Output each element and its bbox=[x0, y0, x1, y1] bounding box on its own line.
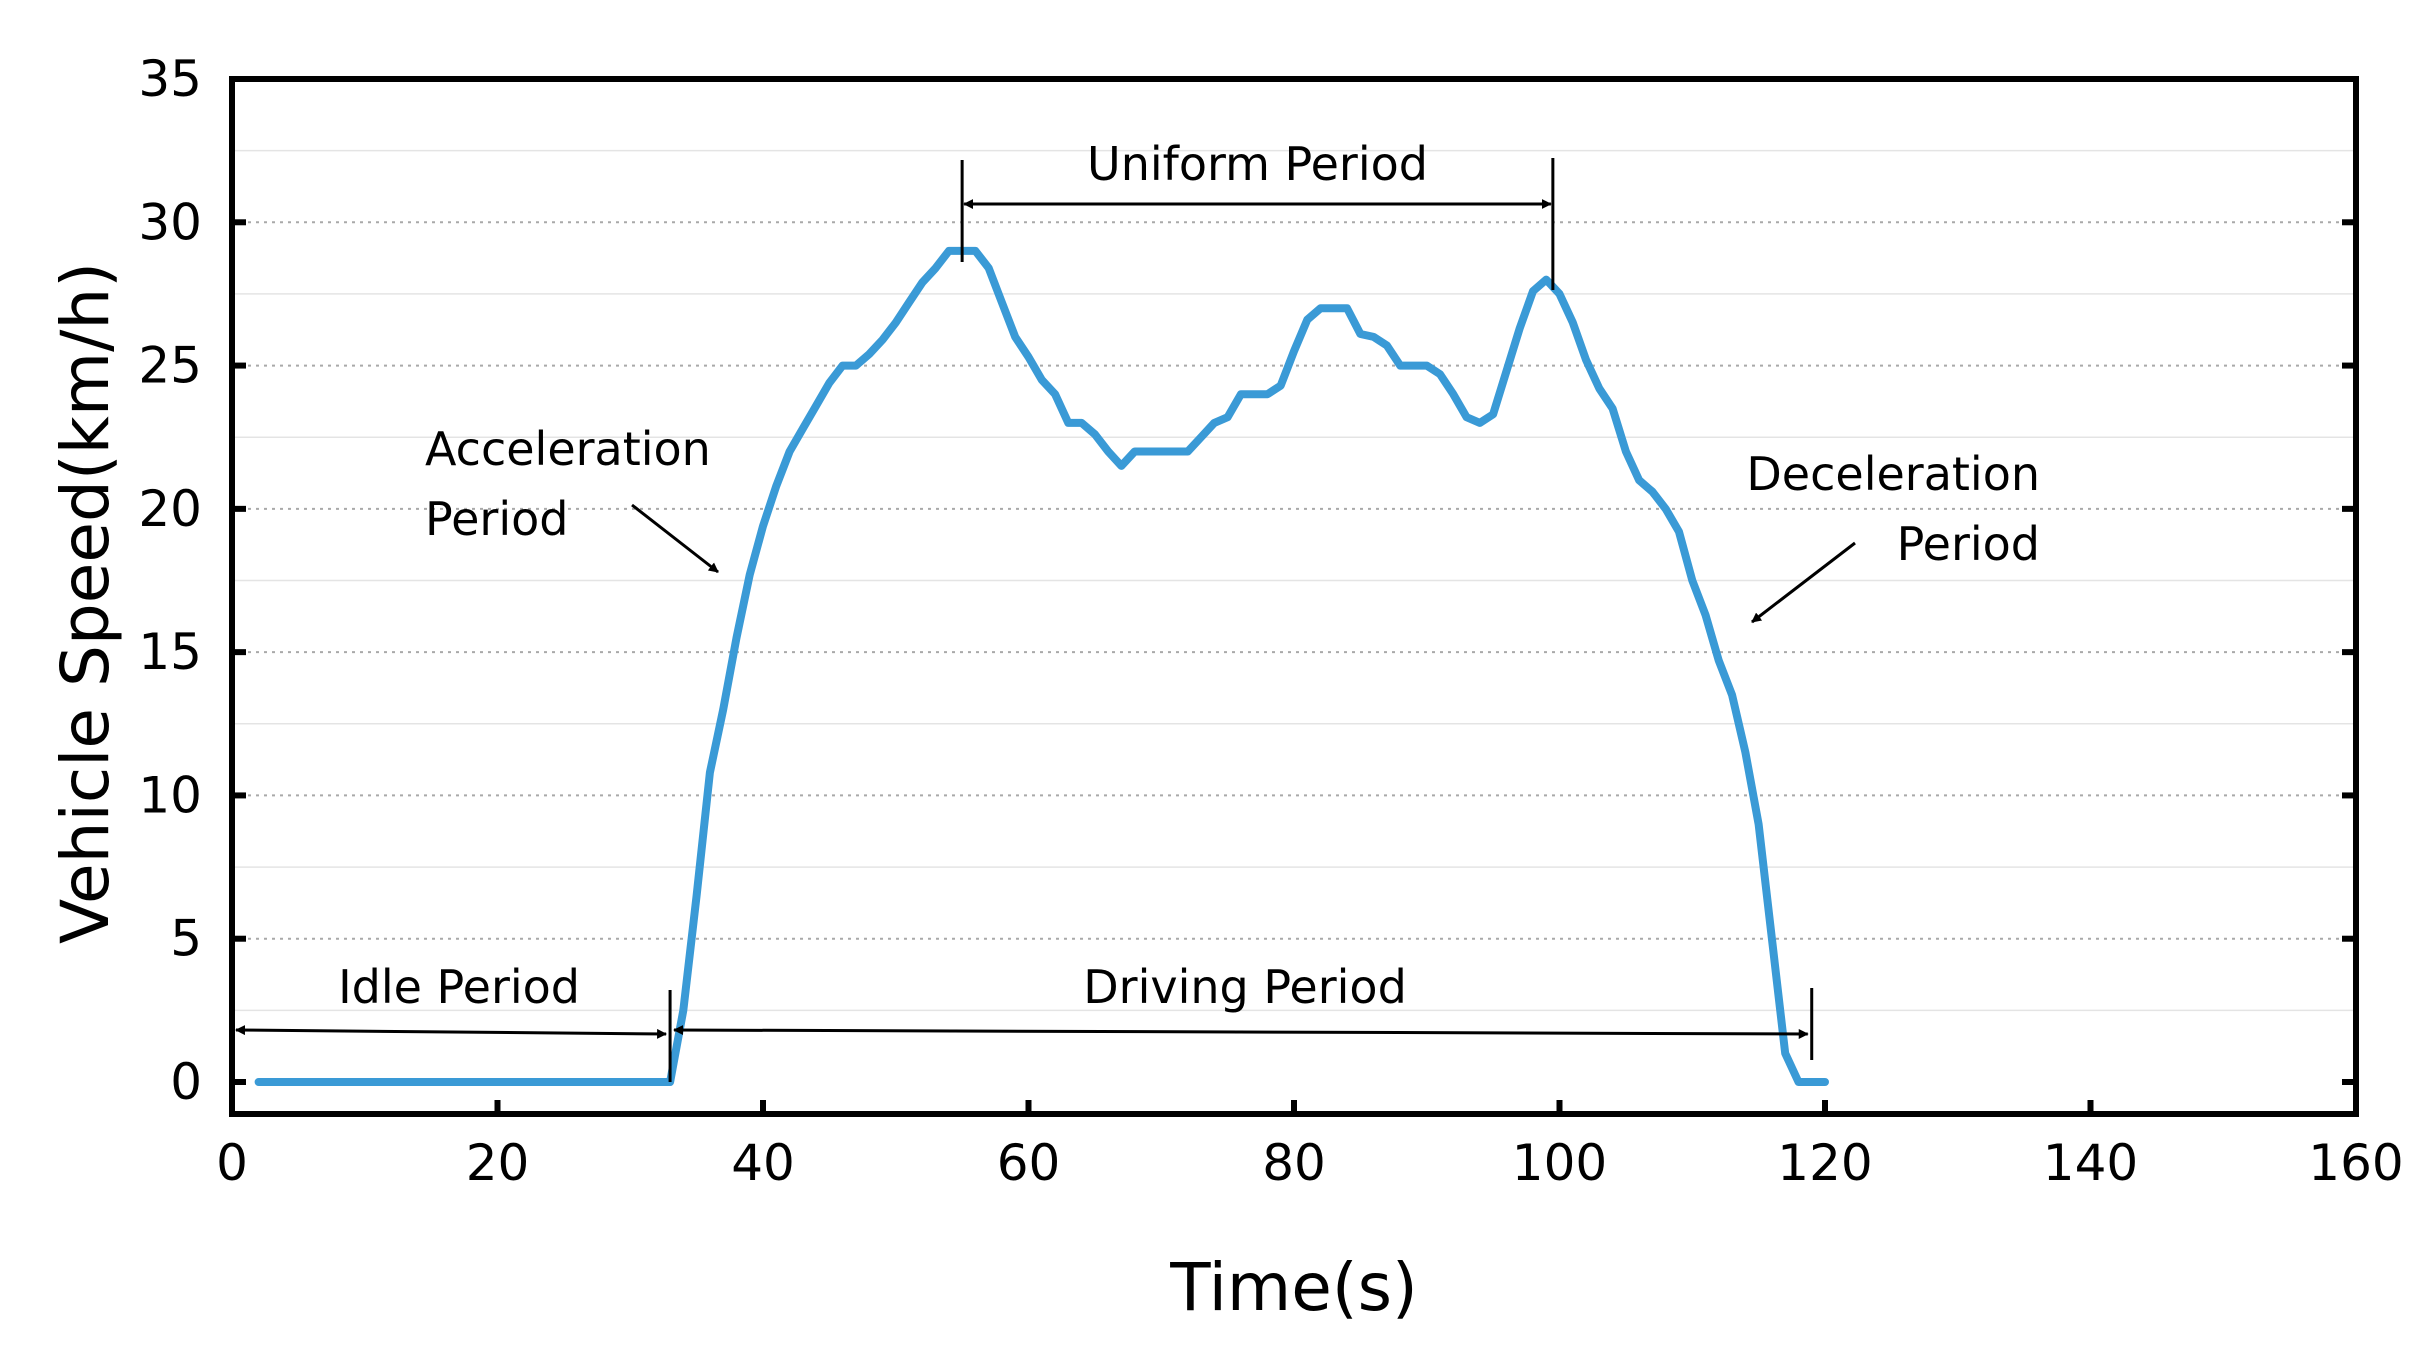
series-layer bbox=[254, 246, 1829, 1086]
acceleration-period-label-0: Acceleration bbox=[425, 422, 711, 476]
y-tick-label-25: 25 bbox=[138, 337, 202, 395]
gridlines bbox=[232, 149, 2356, 1012]
idle-period-label: Idle Period bbox=[338, 960, 580, 1014]
x-tick-label-160: 160 bbox=[2308, 1134, 2403, 1192]
deceleration-period-label-0: Deceleration bbox=[1746, 447, 2040, 501]
y-tick-label-15: 15 bbox=[138, 623, 202, 681]
x-tick-label-60: 60 bbox=[997, 1134, 1061, 1192]
x-tick-label-80: 80 bbox=[1262, 1134, 1326, 1192]
y-axis-title: Vehicle Speed(km/h) bbox=[47, 262, 124, 944]
deceleration-period-label-1: Period bbox=[1897, 517, 2040, 571]
axis-ticks: 0 5 10 15 20 25 30 35 0 20 40 60 80 100 120 140 160 bbox=[138, 50, 2403, 1192]
y-tick-label-30: 30 bbox=[138, 193, 202, 251]
annotations: Uniform Period Idle Period Driving Period A… bbox=[235, 137, 2040, 1082]
x-tick-label-40: 40 bbox=[731, 1134, 795, 1192]
series-line-0 bbox=[254, 246, 1829, 1086]
y-tick-label-35: 35 bbox=[138, 50, 202, 108]
x-tick-label-100: 100 bbox=[1512, 1134, 1607, 1192]
driving-period-arrow bbox=[673, 1025, 1809, 1039]
uniform-period-label: Uniform Period bbox=[1087, 137, 1428, 191]
idle-period-arrow bbox=[235, 1025, 668, 1039]
x-tick-label-140: 140 bbox=[2043, 1134, 2138, 1192]
driving-period-label: Driving Period bbox=[1083, 960, 1407, 1014]
x-tick-label-0: 0 bbox=[216, 1134, 248, 1192]
plot-frame bbox=[229, 76, 2359, 1117]
acceleration-period-arrow bbox=[631, 503, 719, 574]
x-tick-label-120: 120 bbox=[1777, 1134, 1872, 1192]
x-tick-label-20: 20 bbox=[466, 1134, 530, 1192]
y-tick-label-20: 20 bbox=[138, 480, 202, 538]
acceleration-period-label-1: Period bbox=[425, 492, 568, 546]
deceleration-period-arrow bbox=[1751, 541, 1856, 624]
y-tick-label-5: 5 bbox=[170, 910, 202, 968]
y-tick-label-10: 10 bbox=[138, 766, 202, 824]
x-axis-title: Time(s) bbox=[1169, 1249, 1417, 1326]
y-tick-label-0: 0 bbox=[170, 1053, 202, 1111]
